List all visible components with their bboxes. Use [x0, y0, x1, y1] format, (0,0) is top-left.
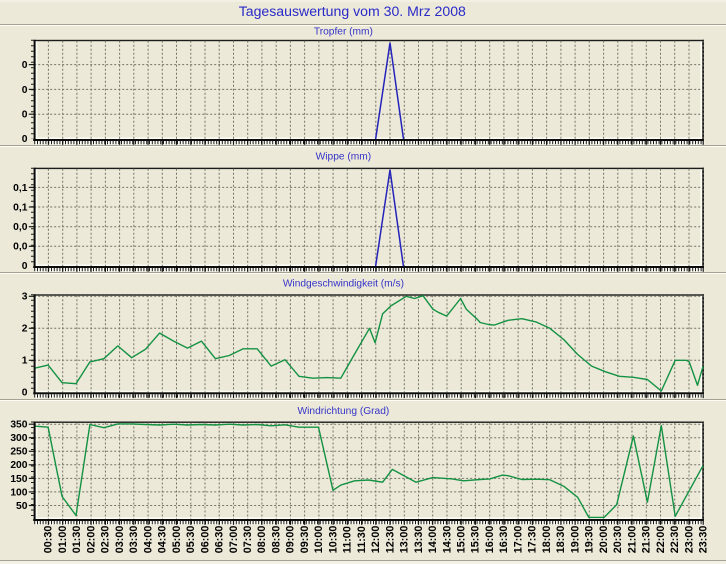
svg-text:16:00: 16:00: [484, 526, 496, 554]
svg-text:0,0: 0,0: [13, 222, 28, 233]
svg-text:07:00: 07:00: [228, 526, 240, 554]
svg-text:100: 100: [10, 487, 27, 498]
svg-text:11:00: 11:00: [342, 526, 354, 553]
svg-text:11:30: 11:30: [356, 526, 368, 553]
svg-text:200: 200: [10, 460, 27, 471]
svg-text:19:30: 19:30: [584, 526, 596, 554]
svg-text:21:30: 21:30: [641, 526, 653, 554]
svg-text:14:00: 14:00: [427, 526, 439, 554]
svg-text:08:00: 08:00: [256, 526, 268, 554]
svg-text:08:30: 08:30: [271, 526, 283, 554]
svg-text:01:00: 01:00: [57, 526, 69, 554]
svg-text:20:00: 20:00: [598, 526, 610, 554]
svg-text:0: 0: [22, 110, 28, 121]
svg-text:04:30: 04:30: [157, 526, 169, 554]
svg-text:1: 1: [22, 356, 28, 367]
svg-text:05:30: 05:30: [185, 526, 197, 554]
svg-text:15:00: 15:00: [456, 526, 468, 554]
svg-text:09:00: 09:00: [285, 526, 297, 554]
svg-text:Tropfer (mm): Tropfer (mm): [314, 27, 373, 38]
svg-text:04:00: 04:00: [142, 526, 154, 554]
svg-text:21:00: 21:00: [626, 526, 638, 554]
svg-text:12:00: 12:00: [370, 526, 382, 554]
svg-text:03:30: 03:30: [128, 526, 140, 554]
svg-text:0,1: 0,1: [13, 202, 28, 213]
svg-text:Wippe (mm): Wippe (mm): [316, 152, 371, 163]
svg-text:00:30: 00:30: [43, 526, 55, 554]
svg-text:06:30: 06:30: [214, 526, 226, 554]
svg-text:250: 250: [10, 447, 27, 458]
svg-text:09:30: 09:30: [299, 526, 311, 554]
svg-text:16:30: 16:30: [498, 526, 510, 554]
svg-text:01:30: 01:30: [71, 526, 83, 554]
svg-text:2: 2: [22, 324, 28, 335]
svg-text:22:00: 22:00: [655, 526, 667, 554]
svg-text:22:30: 22:30: [669, 526, 681, 554]
svg-text:0,1: 0,1: [13, 183, 28, 194]
svg-text:18:00: 18:00: [541, 526, 553, 554]
svg-text:18:30: 18:30: [555, 526, 567, 554]
svg-text:0: 0: [22, 60, 28, 71]
svg-text:10:30: 10:30: [327, 526, 339, 554]
svg-text:15:30: 15:30: [470, 526, 482, 554]
svg-text:07:30: 07:30: [242, 526, 254, 554]
svg-text:03:00: 03:00: [114, 526, 126, 554]
svg-text:13:00: 13:00: [399, 526, 411, 554]
svg-text:05:00: 05:00: [171, 526, 183, 554]
svg-text:14:30: 14:30: [441, 526, 453, 554]
svg-text:10:00: 10:00: [313, 526, 325, 554]
svg-text:Windrichtung (Grad): Windrichtung (Grad): [298, 406, 390, 417]
svg-text:0: 0: [22, 388, 28, 399]
svg-text:3: 3: [22, 292, 28, 303]
svg-text:13:30: 13:30: [413, 526, 425, 554]
svg-text:150: 150: [10, 474, 27, 485]
svg-text:0,0: 0,0: [13, 242, 28, 253]
svg-text:20:30: 20:30: [612, 526, 624, 554]
svg-text:23:30: 23:30: [698, 526, 710, 554]
svg-text:Tagesauswertung vom 30. Mrz 20: Tagesauswertung vom 30. Mrz 2008: [239, 3, 466, 19]
svg-text:0: 0: [22, 134, 28, 145]
svg-text:06:00: 06:00: [199, 526, 211, 554]
svg-text:0: 0: [22, 261, 28, 272]
svg-text:50: 50: [16, 501, 28, 512]
svg-text:0: 0: [22, 85, 28, 96]
svg-text:23:00: 23:00: [683, 526, 695, 554]
svg-text:350: 350: [10, 420, 27, 431]
svg-text:02:00: 02:00: [85, 526, 97, 554]
svg-text:19:00: 19:00: [569, 526, 581, 554]
svg-text:12:30: 12:30: [384, 526, 396, 554]
svg-text:02:30: 02:30: [100, 526, 112, 554]
svg-text:Windgeschwindigkeit (m/s): Windgeschwindigkeit (m/s): [283, 279, 404, 290]
svg-text:17:00: 17:00: [512, 526, 524, 554]
svg-text:17:30: 17:30: [527, 526, 539, 554]
svg-text:300: 300: [10, 433, 27, 444]
